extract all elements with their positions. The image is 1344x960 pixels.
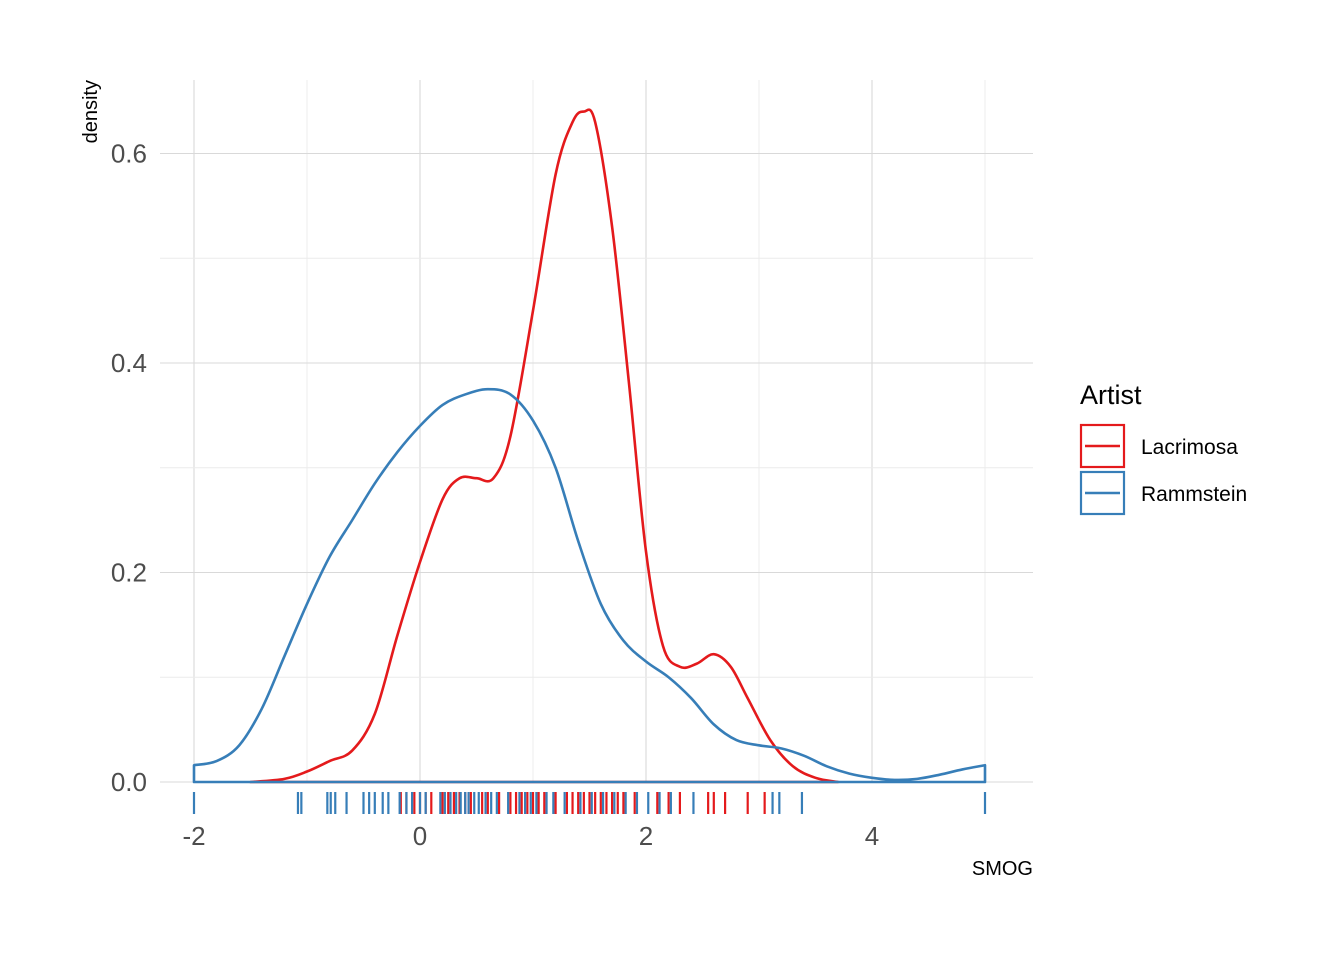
x-tick-label: 4 (865, 821, 879, 851)
y-tick-label: 0.4 (111, 348, 147, 378)
x-tick-label: 0 (413, 821, 427, 851)
density-curve-rammstein (192, 387, 987, 784)
legend-label-lacrimosa: Lacrimosa (1141, 436, 1238, 459)
y-axis-title: density (80, 80, 102, 143)
y-axis-tick-labels: 0.0 0.2 0.4 0.6 (111, 139, 147, 798)
x-axis-title: SMOG (972, 858, 1033, 880)
x-tick-label: -2 (182, 821, 205, 851)
density-curve-lacrimosa (249, 108, 840, 784)
density-curves (192, 108, 987, 784)
x-axis-tick-labels: -2 0 2 4 (182, 821, 879, 851)
legend-label-rammstein: Rammstein (1141, 483, 1247, 506)
grid-lines (160, 80, 1033, 783)
x-tick-label: 2 (639, 821, 653, 851)
legend: Artist Lacrimosa Rammstein (1079, 380, 1247, 516)
y-tick-label: 0.6 (111, 139, 147, 169)
y-tick-label: 0.2 (111, 558, 147, 588)
rug-marks (192, 792, 987, 814)
legend-title: Artist (1080, 380, 1142, 410)
y-tick-label: 0.0 (111, 767, 147, 797)
